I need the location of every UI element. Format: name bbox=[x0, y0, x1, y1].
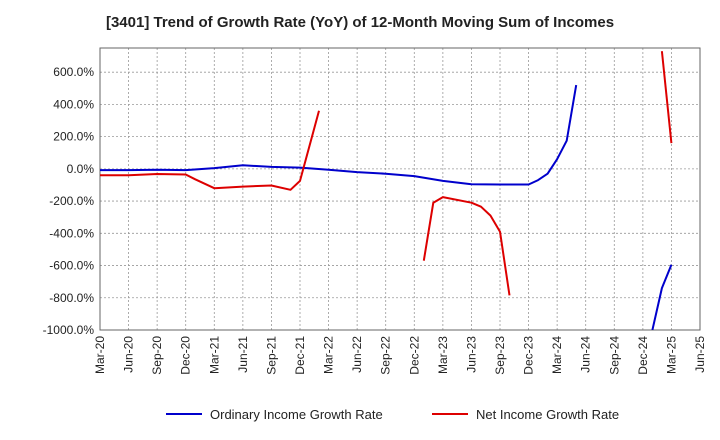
x-tick-label: Jun-24 bbox=[579, 336, 593, 373]
axis-layer: 600.0% 400.0% 200.0% 0.0% -200.0% -400.0% -600… bbox=[43, 47, 707, 375]
x-tick-label: Jun-21 bbox=[236, 336, 250, 373]
y-tick-label: 0.0% bbox=[67, 162, 95, 176]
x-tick-label: Mar-20 bbox=[93, 336, 107, 374]
legend-net-income-label: Net Income Growth Rate bbox=[476, 407, 619, 422]
legend-ordinary-income-label: Ordinary Income Growth Rate bbox=[210, 407, 383, 422]
net-income-series-line bbox=[422, 196, 511, 296]
net-income-series-line bbox=[100, 110, 320, 191]
y-tick-label: -600.0% bbox=[49, 259, 94, 273]
chart-title: [3401] Trend of Growth Rate (YoY) of 12-… bbox=[105, 14, 615, 31]
x-tick-label: Sep-20 bbox=[150, 336, 164, 375]
x-tick-label: Mar-21 bbox=[207, 336, 221, 374]
x-tick-label: Sep-23 bbox=[493, 336, 507, 375]
y-tick-label: -400.0% bbox=[49, 226, 94, 240]
x-tick-label: Mar-23 bbox=[436, 336, 450, 374]
x-tick-label: Mar-24 bbox=[550, 336, 564, 374]
x-tick-label: Jun-20 bbox=[122, 336, 136, 373]
net-income-series-line bbox=[660, 51, 673, 144]
x-tick-label: Dec-22 bbox=[407, 336, 421, 375]
x-tick-label: Jun-25 bbox=[693, 336, 707, 373]
x-tick-label: Sep-22 bbox=[379, 336, 393, 375]
ordinary-income-series-line bbox=[651, 264, 673, 330]
x-tick-label: Dec-21 bbox=[293, 336, 307, 375]
y-tick-label: 600.0% bbox=[53, 65, 94, 79]
x-tick-label: Jun-23 bbox=[464, 336, 478, 373]
y-tick-label: -200.0% bbox=[49, 194, 94, 208]
x-tick-label: Jun-22 bbox=[350, 336, 364, 373]
series-layer bbox=[100, 51, 673, 330]
x-tick-label: Dec-20 bbox=[179, 336, 193, 375]
grid-layer bbox=[100, 48, 700, 331]
x-tick-label: Dec-23 bbox=[522, 336, 536, 375]
y-tick-label: -1000.0% bbox=[43, 323, 95, 337]
y-tick-label: 200.0% bbox=[53, 130, 94, 144]
x-tick-label: Sep-24 bbox=[607, 336, 621, 375]
x-tick-label: Mar-22 bbox=[322, 336, 336, 374]
y-tick-label: -800.0% bbox=[49, 291, 94, 305]
legend: Ordinary Income Growth Rate Net Income Gr… bbox=[166, 407, 619, 422]
x-tick-label: Dec-24 bbox=[636, 336, 650, 375]
plot-frame bbox=[99, 47, 701, 331]
x-tick-label: Sep-21 bbox=[264, 336, 278, 375]
ordinary-income-series-line bbox=[100, 84, 578, 186]
y-tick-label: 400.0% bbox=[53, 97, 94, 111]
x-tick-label: Mar-25 bbox=[664, 336, 678, 374]
